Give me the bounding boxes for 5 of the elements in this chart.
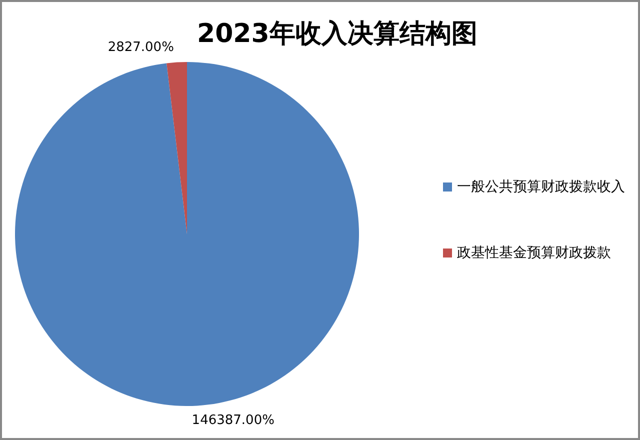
legend-label: 政基性基金预算财政拨款 <box>457 245 611 261</box>
chart-title: 2023年收入决算结构图 <box>197 19 478 49</box>
legend-label: 一般公共预算财政拨款收入 <box>457 179 625 195</box>
data-label: 146387.00% <box>192 413 274 428</box>
data-label: 2827.00% <box>108 40 174 55</box>
